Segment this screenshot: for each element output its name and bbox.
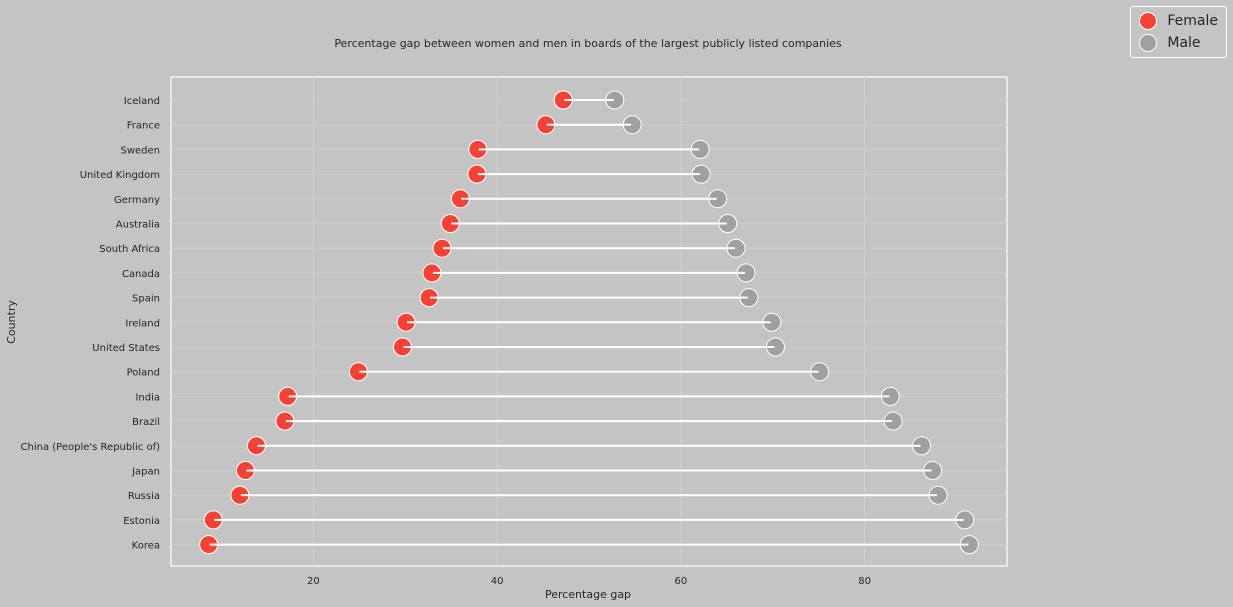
legend-label-male: Male [1167, 35, 1201, 51]
chart-title: Percentage gap between women and men in … [334, 37, 842, 50]
y-tick-label: United Kingdom [80, 170, 160, 181]
legend-item-female: Female [1139, 10, 1218, 32]
y-tick-label: Iceland [124, 96, 160, 107]
y-tick-label: China (People's Republic of) [21, 442, 161, 453]
y-tick-label: Sweden [120, 145, 160, 156]
legend-marker-male [1139, 34, 1158, 52]
y-tick-label: United States [92, 343, 160, 354]
x-tick-label: 20 [307, 576, 320, 587]
x-axis-label: Percentage gap [545, 588, 631, 601]
legend-label-female: Female [1167, 13, 1218, 29]
y-tick-label: South Africa [99, 244, 160, 255]
y-tick-label: Korea [132, 541, 160, 552]
y-tick-label: Canada [122, 269, 160, 280]
y-tick-label: France [127, 121, 160, 132]
y-tick-label: India [135, 392, 160, 403]
y-tick-label: Germany [114, 195, 160, 206]
y-tick-label: Spain [132, 294, 160, 305]
y-axis-label: Country [5, 300, 18, 344]
y-tick-label: Australia [116, 220, 160, 231]
y-tick-label: Japan [131, 467, 160, 478]
y-tick-label: Poland [127, 368, 160, 379]
x-tick-label: 60 [675, 576, 688, 587]
connector-lines [208, 99, 970, 546]
x-tick-label: 40 [491, 576, 504, 587]
x-tick-labels: 20 40 60 80 [307, 576, 871, 587]
legend: Female Male [1130, 6, 1227, 58]
y-tick-label: Ireland [125, 318, 160, 329]
y-tick-label: Russia [128, 491, 160, 502]
data-points [199, 90, 979, 555]
y-tick-labels: Iceland France Sweden United Kingdom Germany… [21, 96, 161, 552]
x-tick-label: 80 [858, 576, 871, 587]
legend-item-male: Male [1139, 32, 1218, 54]
y-tick-label: Estonia [123, 516, 160, 527]
y-tick-label: Brazil [132, 417, 160, 428]
legend-marker-female [1139, 12, 1158, 30]
